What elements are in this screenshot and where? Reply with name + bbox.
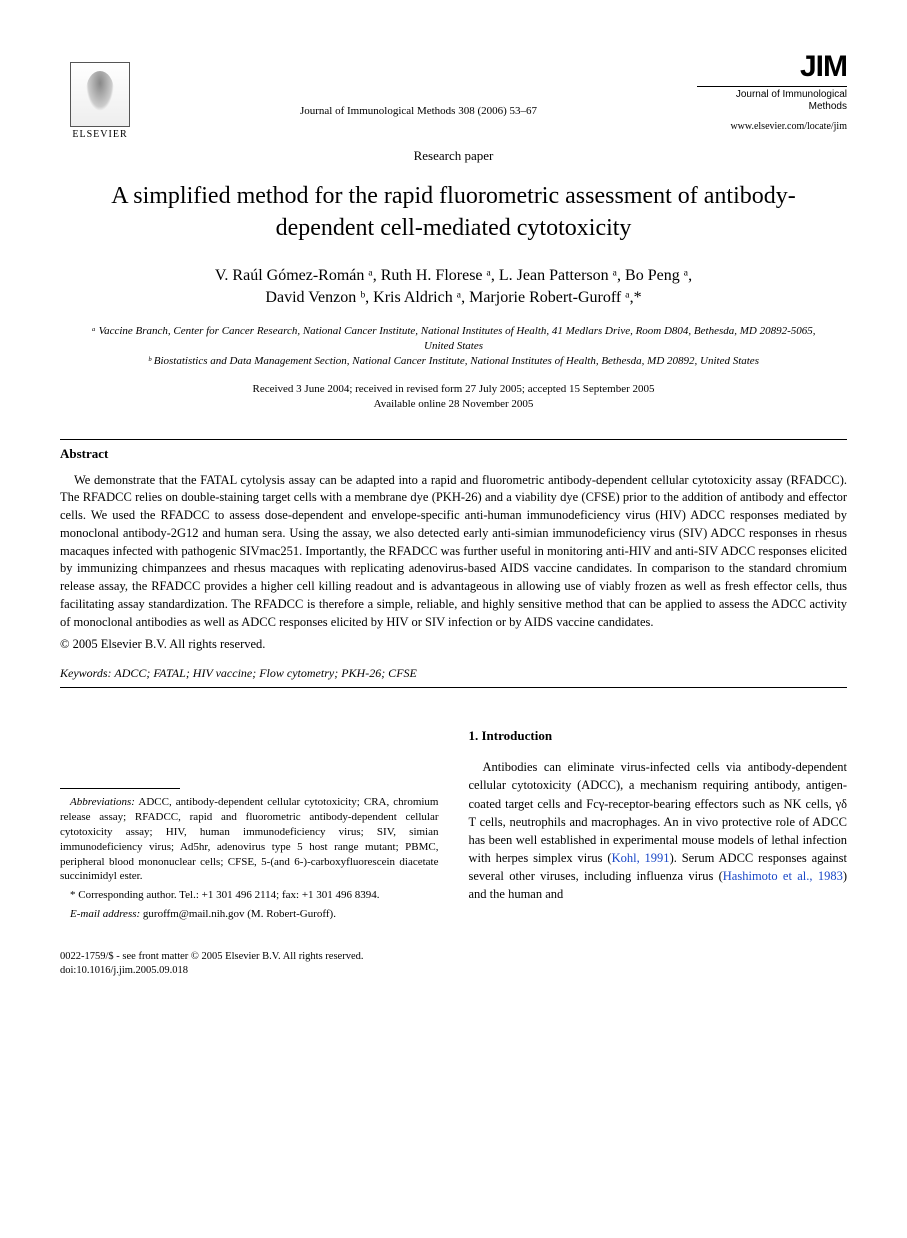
keywords-label: Keywords:	[60, 666, 112, 680]
corresponding-author-footnote: * Corresponding author. Tel.: +1 301 496…	[60, 888, 439, 903]
introduction-heading: 1. Introduction	[469, 728, 848, 744]
citation-link-hashimoto[interactable]: Hashimoto et al., 1983	[723, 869, 843, 883]
email-footnote: E-mail address: guroffm@mail.nih.gov (M.…	[60, 907, 439, 922]
abbrev-text: ADCC, antibody-dependent cellular cytoto…	[60, 796, 439, 882]
footnotes-block: Abbreviations: ADCC, antibody-dependent …	[60, 795, 439, 922]
footer-copyright: 0022-1759/$ - see front matter © 2005 El…	[60, 950, 847, 964]
journal-logo-block: JIM Journal of Immunological Methods www…	[697, 50, 847, 132]
keywords-line: Keywords: ADCC; FATAL; HIV vaccine; Flow…	[60, 666, 847, 681]
introduction-paragraph: Antibodies can eliminate virus-infected …	[469, 758, 848, 903]
elsevier-tree-icon	[70, 62, 130, 127]
divider	[60, 687, 847, 688]
two-column-body: Abbreviations: ADCC, antibody-dependent …	[60, 728, 847, 926]
right-column: 1. Introduction Antibodies can eliminate…	[469, 728, 848, 926]
authors-line-1: V. Raúl Gómez-Román ᵃ, Ruth H. Florese ᵃ…	[60, 265, 847, 287]
journal-citation: Journal of Immunological Methods 308 (20…	[140, 50, 697, 117]
page-header: ELSEVIER Journal of Immunological Method…	[60, 50, 847, 140]
affiliation-b: ᵇ Biostatistics and Data Management Sect…	[90, 354, 817, 369]
publisher-name: ELSEVIER	[72, 129, 127, 140]
article-title: A simplified method for the rapid fluoro…	[60, 180, 847, 245]
left-column: Abbreviations: ADCC, antibody-dependent …	[60, 728, 439, 926]
journal-url[interactable]: www.elsevier.com/locate/jim	[697, 121, 847, 132]
affiliation-a: ᵃ Vaccine Branch, Center for Cancer Rese…	[90, 324, 817, 355]
email-address[interactable]: guroffm@mail.nih.gov (M. Robert-Guroff).	[143, 908, 336, 920]
online-date: Available online 28 November 2005	[60, 397, 847, 412]
abstract-text: We demonstrate that the FATAL cytolysis …	[60, 472, 847, 632]
affiliations-block: ᵃ Vaccine Branch, Center for Cancer Rese…	[60, 324, 847, 370]
email-label: E-mail address:	[70, 908, 140, 920]
intro-text-1: Antibodies can eliminate virus-infected …	[469, 760, 848, 865]
abstract-copyright: © 2005 Elsevier B.V. All rights reserved…	[60, 637, 847, 652]
abstract-heading: Abstract	[60, 446, 847, 462]
footnote-rule	[60, 788, 180, 789]
dates-block: Received 3 June 2004; received in revise…	[60, 382, 847, 413]
authors-line-2: David Venzon ᵇ, Kris Aldrich ᵃ, Marjorie…	[60, 287, 847, 309]
citation-link-kohl[interactable]: Kohl, 1991	[612, 851, 670, 865]
divider	[60, 439, 847, 440]
footer-doi: doi:10.1016/j.jim.2005.09.018	[60, 964, 847, 978]
abbreviations-footnote: Abbreviations: ADCC, antibody-dependent …	[60, 795, 439, 884]
journal-logo-abbrev: JIM	[697, 50, 847, 84]
page-footer: 0022-1759/$ - see front matter © 2005 El…	[60, 950, 847, 977]
received-date: Received 3 June 2004; received in revise…	[60, 382, 847, 397]
abbrev-label: Abbreviations:	[70, 796, 135, 808]
authors-block: V. Raúl Gómez-Román ᵃ, Ruth H. Florese ᵃ…	[60, 265, 847, 310]
paper-type: Research paper	[60, 148, 847, 164]
journal-logo-full: Journal of Immunological Methods	[697, 86, 847, 113]
keywords-list: ADCC; FATAL; HIV vaccine; Flow cytometry…	[114, 666, 417, 680]
publisher-logo: ELSEVIER	[60, 50, 140, 140]
